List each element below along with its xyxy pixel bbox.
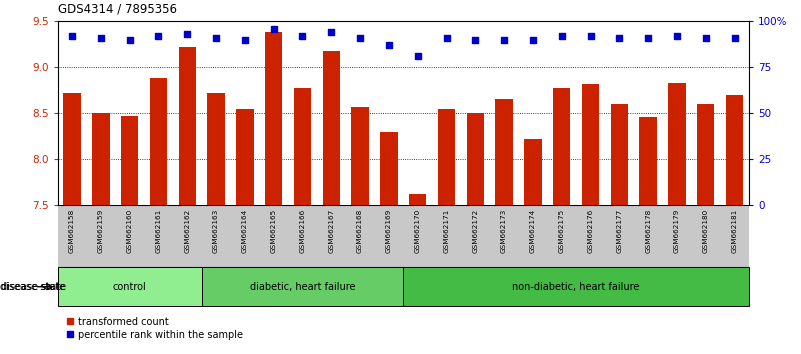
Text: GSM662158: GSM662158 — [69, 209, 75, 253]
Point — [239, 37, 252, 42]
Bar — [323, 51, 340, 205]
Text: GSM662160: GSM662160 — [127, 209, 133, 253]
Text: disease state: disease state — [1, 282, 69, 292]
Text: GSM662168: GSM662168 — [357, 209, 363, 253]
Text: disease state: disease state — [0, 282, 65, 292]
Bar — [403, 267, 749, 306]
Bar — [58, 267, 202, 306]
Bar — [582, 84, 599, 205]
Bar — [236, 109, 254, 205]
Point — [123, 37, 136, 42]
Bar — [525, 139, 541, 205]
Bar — [438, 109, 455, 205]
Bar — [202, 267, 403, 306]
Bar — [92, 113, 110, 205]
Text: GSM662164: GSM662164 — [242, 209, 248, 253]
Point — [642, 35, 654, 41]
Bar — [553, 87, 570, 205]
Text: GSM662169: GSM662169 — [386, 209, 392, 253]
Bar — [610, 104, 628, 205]
Bar — [352, 107, 368, 205]
Text: GSM662178: GSM662178 — [645, 209, 651, 253]
Text: GSM662173: GSM662173 — [501, 209, 507, 253]
Bar — [207, 93, 225, 205]
Text: diabetic, heart failure: diabetic, heart failure — [250, 282, 356, 292]
Point — [95, 35, 107, 41]
Text: GSM662176: GSM662176 — [587, 209, 594, 253]
Text: GSM662181: GSM662181 — [731, 209, 738, 253]
Bar — [150, 78, 167, 205]
Bar — [467, 113, 484, 205]
Bar — [179, 47, 196, 205]
Text: GSM662179: GSM662179 — [674, 209, 680, 253]
Point — [613, 35, 626, 41]
Point — [526, 37, 539, 42]
Text: GSM662162: GSM662162 — [184, 209, 191, 253]
Point — [440, 35, 453, 41]
Bar — [121, 116, 139, 205]
Bar — [294, 87, 311, 205]
Point — [469, 37, 481, 42]
Point — [383, 42, 396, 48]
Point — [670, 33, 683, 39]
Point — [354, 35, 367, 41]
Text: control: control — [113, 282, 147, 292]
Point — [411, 53, 424, 59]
Point — [268, 26, 280, 32]
Point — [152, 33, 165, 39]
Text: GSM662161: GSM662161 — [155, 209, 162, 253]
Text: GSM662172: GSM662172 — [473, 209, 478, 253]
Bar — [496, 99, 513, 205]
Text: GSM662180: GSM662180 — [702, 209, 709, 253]
Bar — [726, 95, 743, 205]
Point — [296, 33, 309, 39]
Point — [584, 33, 597, 39]
Bar — [409, 194, 426, 205]
Point — [699, 35, 712, 41]
Point — [325, 29, 338, 35]
Text: GSM662170: GSM662170 — [415, 209, 421, 253]
Text: GSM662167: GSM662167 — [328, 209, 334, 253]
Text: GSM662165: GSM662165 — [271, 209, 276, 253]
Text: GSM662175: GSM662175 — [559, 209, 565, 253]
Bar — [639, 117, 657, 205]
Text: GSM662163: GSM662163 — [213, 209, 219, 253]
Bar — [63, 93, 81, 205]
Point — [66, 33, 78, 39]
Bar — [380, 132, 397, 205]
Point — [555, 33, 568, 39]
Point — [497, 37, 510, 42]
Bar — [697, 104, 714, 205]
Text: non-diabetic, heart failure: non-diabetic, heart failure — [513, 282, 640, 292]
Text: GSM662166: GSM662166 — [300, 209, 305, 253]
Text: GSM662159: GSM662159 — [98, 209, 104, 253]
Bar — [265, 32, 282, 205]
Point — [210, 35, 223, 41]
Point — [728, 35, 741, 41]
Text: GDS4314 / 7895356: GDS4314 / 7895356 — [58, 3, 177, 16]
Text: GSM662177: GSM662177 — [616, 209, 622, 253]
Bar — [668, 83, 686, 205]
Text: GSM662171: GSM662171 — [444, 209, 449, 253]
Text: GSM662174: GSM662174 — [530, 209, 536, 253]
Legend: transformed count, percentile rank within the sample: transformed count, percentile rank withi… — [62, 313, 247, 344]
Point — [181, 31, 194, 37]
